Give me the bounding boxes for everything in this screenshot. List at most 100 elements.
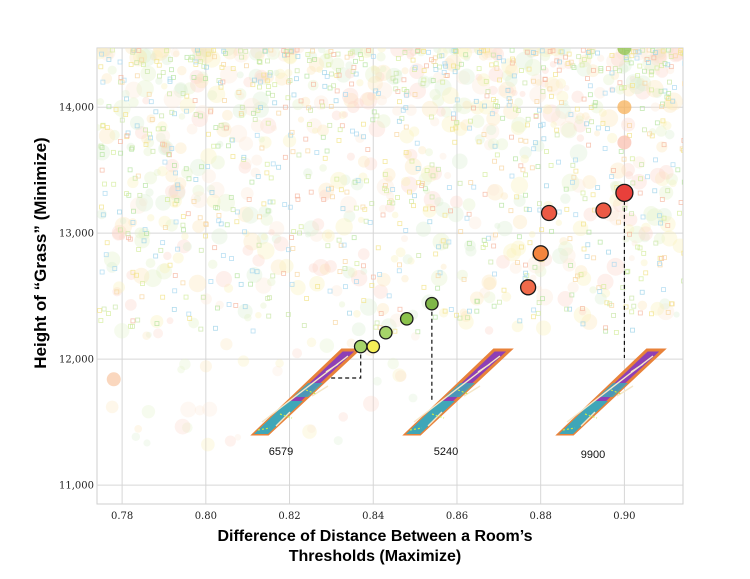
- population-point: [539, 48, 545, 54]
- population-point: [662, 121, 672, 130]
- population-point: [357, 248, 370, 260]
- population-point: [471, 76, 490, 95]
- population-point: [134, 425, 143, 433]
- population-point: [99, 167, 105, 173]
- population-point: [370, 64, 377, 71]
- population-point: [633, 49, 639, 54]
- population-point: [259, 145, 265, 151]
- population-point: [682, 51, 683, 57]
- population-point: [537, 201, 542, 207]
- population-point: [474, 298, 480, 304]
- population-point: [321, 229, 335, 243]
- population-point: [403, 105, 409, 111]
- population-point: [303, 136, 309, 142]
- population-point: [586, 142, 592, 148]
- population-point: [198, 326, 204, 332]
- population-point: [510, 121, 525, 136]
- population-point: [660, 101, 666, 107]
- population-point: [402, 50, 408, 55]
- population-point: [99, 51, 105, 57]
- population-point: [238, 161, 252, 174]
- population-point: [392, 328, 398, 334]
- pareto-point: [532, 245, 549, 262]
- population-point: [435, 285, 441, 291]
- population-point: [157, 73, 162, 79]
- population-point: [100, 79, 106, 85]
- population-point: [213, 325, 218, 331]
- population-point: [478, 51, 489, 61]
- population-point: [434, 78, 452, 96]
- population-point: [653, 157, 658, 163]
- population-point: [637, 190, 643, 196]
- population-point: [369, 283, 375, 288]
- population-point: [237, 355, 250, 367]
- population-point: [574, 115, 584, 125]
- population-point: [376, 272, 391, 287]
- population-point: [155, 126, 161, 132]
- population-point: [564, 306, 570, 312]
- population-point: [145, 331, 152, 338]
- population-point: [373, 92, 381, 101]
- population-point: [99, 152, 105, 157]
- population-point: [346, 338, 356, 348]
- population-point: [670, 98, 676, 104]
- population-point: [198, 113, 203, 119]
- population-point: [148, 135, 153, 141]
- population-point: [155, 128, 171, 144]
- population-point: [568, 112, 574, 118]
- population-point: [662, 255, 667, 261]
- population-point: [441, 87, 459, 105]
- population-point: [363, 395, 380, 412]
- population-point: [364, 157, 378, 171]
- population-point: [99, 204, 104, 210]
- population-point: [269, 221, 285, 237]
- population-point: [297, 230, 302, 236]
- population-point: [287, 78, 293, 84]
- population-point: [308, 263, 319, 273]
- population-point: [203, 222, 209, 227]
- population-point: [367, 75, 383, 92]
- population-point: [595, 125, 601, 131]
- population-point: [644, 56, 650, 62]
- population-point: [129, 146, 135, 152]
- population-point: [554, 132, 560, 138]
- floorplan-room: [293, 383, 323, 397]
- population-point: [514, 97, 524, 107]
- population-point: [305, 148, 311, 154]
- population-point: [292, 99, 304, 111]
- population-point: [183, 294, 189, 300]
- population-point: [181, 232, 189, 241]
- population-point: [237, 303, 253, 319]
- population-point: [385, 175, 393, 183]
- population-point: [581, 57, 587, 63]
- population-point: [526, 66, 532, 72]
- population-point: [523, 192, 528, 198]
- population-point: [403, 150, 409, 155]
- population-point: [591, 67, 596, 73]
- population-point: [584, 115, 592, 124]
- population-point: [482, 103, 488, 109]
- population-point: [611, 168, 616, 173]
- population-point: [556, 67, 562, 73]
- population-point: [159, 113, 165, 119]
- population-point: [680, 147, 683, 153]
- population-point: [248, 281, 253, 287]
- population-point: [351, 235, 357, 241]
- population-point: [649, 49, 667, 66]
- population-point: [657, 262, 663, 268]
- population-point: [625, 171, 634, 180]
- population-point: [641, 250, 647, 256]
- population-point: [351, 64, 357, 70]
- population-point: [111, 181, 117, 187]
- x-tick-label: 0.84: [362, 511, 384, 522]
- population-point: [275, 72, 289, 86]
- population-point: [349, 81, 355, 87]
- population-point: [524, 58, 542, 77]
- population-point: [206, 184, 216, 194]
- population-point: [153, 109, 159, 115]
- population-point: [401, 235, 408, 243]
- population-point: [185, 211, 191, 217]
- population-point: [446, 239, 452, 245]
- population-point: [499, 202, 505, 208]
- population-point: [191, 198, 197, 204]
